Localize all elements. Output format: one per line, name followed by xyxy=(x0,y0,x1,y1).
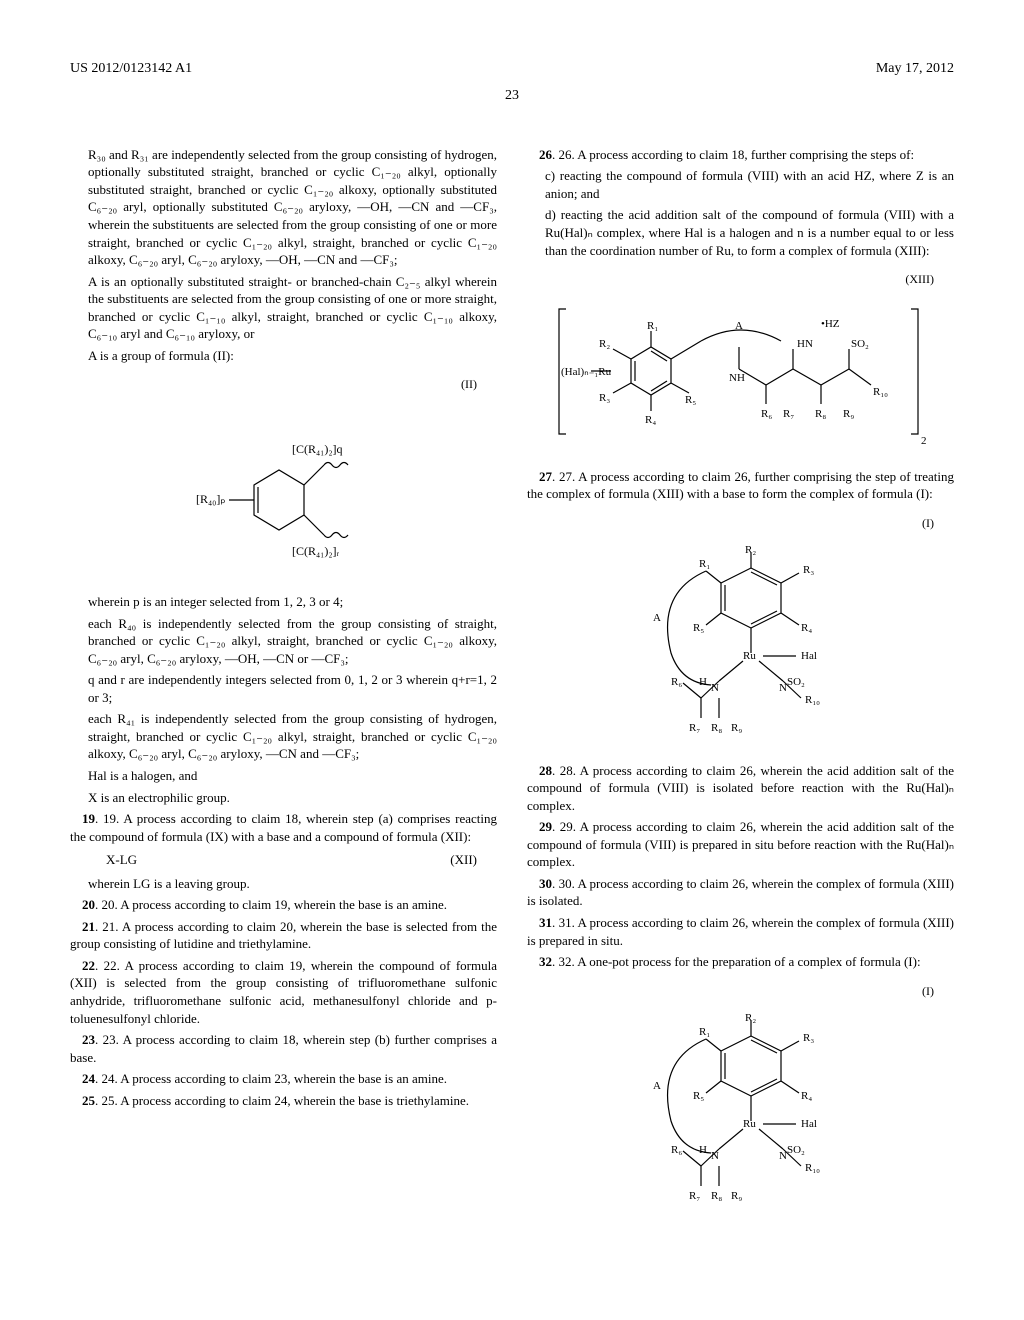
body-text: c) reacting the compound of formula (VII… xyxy=(527,167,954,202)
publication-date: May 17, 2012 xyxy=(876,60,954,79)
svg-text:R₁₀: R₁₀ xyxy=(805,1162,820,1174)
claim-text: 22. 22. A process according to claim 19,… xyxy=(70,957,497,1027)
svg-text:R₅: R₅ xyxy=(693,622,704,634)
two-column-layout: R₃₀ and R₃₁ are independently selected f… xyxy=(70,146,954,1230)
svg-text:H: H xyxy=(699,1144,707,1156)
label-CR41q: [C(R₄₁)₂]q xyxy=(292,442,343,456)
chemical-structure-II: [R₄₀]ₚ [C(R₄₁)₂]q [C(R₄₁)₂]ᵣ xyxy=(70,405,497,580)
svg-text:A: A xyxy=(653,612,661,624)
claim-text: 27. 27. A process according to claim 26,… xyxy=(527,468,954,503)
chemical-structure-I-a: R₁ R₂ R₃ R₄ R₅ R₆ R₇ R₈ R₉ R₁₀ A Ru Hal … xyxy=(527,543,954,748)
svg-text:R₁: R₁ xyxy=(699,1026,710,1038)
body-text: Hal is a halogen, and xyxy=(70,767,497,785)
equation-XII: X-LG (XII) xyxy=(70,851,497,869)
svg-text:R₈: R₈ xyxy=(711,722,722,734)
svg-text:R₃: R₃ xyxy=(803,564,814,576)
claim-text: 24. 24. A process according to claim 23,… xyxy=(70,1070,497,1088)
claim-text: 19. 19. A process according to claim 18,… xyxy=(70,810,497,845)
svg-text:N: N xyxy=(779,682,787,694)
svg-text:Hal: Hal xyxy=(801,650,817,662)
label-R40: [R₄₀]ₚ xyxy=(196,492,226,506)
svg-text:Hal: Hal xyxy=(801,1118,817,1130)
svg-text:R₁₀: R₁₀ xyxy=(805,694,820,706)
claim-text: 31. 31. A process according to claim 26,… xyxy=(527,914,954,949)
svg-text:Ru: Ru xyxy=(743,650,756,662)
svg-text:N: N xyxy=(779,1150,787,1162)
svg-text:H: H xyxy=(699,676,707,688)
body-text: wherein LG is a leaving group. xyxy=(70,875,497,893)
claim-text: 32. 32. A one-pot process for the prepar… xyxy=(527,953,954,971)
body-text: each R₄₀ is independently selected from … xyxy=(70,615,497,668)
svg-text:R₇: R₇ xyxy=(689,722,700,734)
formula-label: (I) xyxy=(527,983,954,999)
publication-number: US 2012/0123142 A1 xyxy=(70,60,192,79)
claim-text: 25. 25. A process according to claim 24,… xyxy=(70,1092,497,1110)
svg-text:R₁: R₁ xyxy=(699,558,710,570)
svg-text:R₇: R₇ xyxy=(689,1190,700,1202)
svg-text:N: N xyxy=(711,1150,719,1162)
svg-text:(Hal)ₙ₋₁Ru: (Hal)ₙ₋₁Ru xyxy=(561,366,612,378)
svg-text:R₃: R₃ xyxy=(803,1032,814,1044)
svg-text:R₂: R₂ xyxy=(599,338,610,350)
svg-text:HN: HN xyxy=(797,338,813,350)
svg-text:A: A xyxy=(735,320,743,332)
svg-text:R₄: R₄ xyxy=(645,414,656,426)
body-text: each R₄₁ is independently selected from … xyxy=(70,710,497,763)
svg-text:R₆: R₆ xyxy=(761,408,772,420)
claim-text: 26. 26. A process according to claim 18,… xyxy=(527,146,954,164)
svg-text:R₉: R₉ xyxy=(843,408,854,420)
left-column: R₃₀ and R₃₁ are independently selected f… xyxy=(70,146,497,1230)
svg-text:R₉: R₉ xyxy=(731,722,742,734)
formula-label: (XIII) xyxy=(527,271,954,287)
svg-text:•HZ: •HZ xyxy=(821,318,840,330)
svg-text:R₆: R₆ xyxy=(671,1144,682,1156)
svg-text:SO₂: SO₂ xyxy=(787,676,805,688)
claim-text: 29. 29. A process according to claim 26,… xyxy=(527,818,954,871)
svg-text:R₁₀: R₁₀ xyxy=(873,386,888,398)
formula-label: (II) xyxy=(70,376,497,392)
claim-text: 23. 23. A process according to claim 18,… xyxy=(70,1031,497,1066)
svg-text:R₉: R₉ xyxy=(731,1190,742,1202)
svg-text:R₁: R₁ xyxy=(647,320,658,332)
svg-text:SO₂: SO₂ xyxy=(787,1144,805,1156)
svg-text:N: N xyxy=(711,682,719,694)
claim-text: 21. 21. A process according to claim 20,… xyxy=(70,918,497,953)
body-text: wherein p is an integer selected from 1,… xyxy=(70,593,497,611)
formula-label: (I) xyxy=(527,515,954,531)
svg-text:NH: NH xyxy=(729,372,745,384)
svg-text:R₇: R₇ xyxy=(783,408,794,420)
svg-text:R₂: R₂ xyxy=(745,544,756,556)
body-text: d) reacting the acid addition salt of th… xyxy=(527,206,954,259)
body-text: X is an electrophilic group. xyxy=(70,789,497,807)
label-CR41r: [C(R₄₁)₂]ᵣ xyxy=(292,544,340,558)
body-text: R₃₀ and R₃₁ are independently selected f… xyxy=(70,146,497,269)
claim-text: 20. 20. A process according to claim 19,… xyxy=(70,896,497,914)
svg-text:R₂: R₂ xyxy=(745,1012,756,1024)
body-text: A is a group of formula (II): xyxy=(70,347,497,365)
body-text: A is an optionally substituted straight-… xyxy=(70,273,497,343)
svg-text:R₄: R₄ xyxy=(801,1090,812,1102)
chemical-structure-XIII: R₁ R₂ R₃ R₄ R₅ R₆ R₇ R₈ R₉ R₁₀ A NH HN S… xyxy=(527,299,954,454)
svg-text:R₆: R₆ xyxy=(671,676,682,688)
svg-text:2: 2 xyxy=(921,435,927,447)
svg-text:SO₂: SO₂ xyxy=(851,338,869,350)
right-column: 26. 26. A process according to claim 18,… xyxy=(527,146,954,1230)
svg-text:A: A xyxy=(653,1080,661,1092)
body-text: q and r are independently integers selec… xyxy=(70,671,497,706)
svg-text:R₄: R₄ xyxy=(801,622,812,634)
claim-text: 28. 28. A process according to claim 26,… xyxy=(527,762,954,815)
page-header: US 2012/0123142 A1 May 17, 2012 xyxy=(70,60,954,79)
chemical-structure-I-b: R₁ R₂ R₃ R₄ R₅ R₆ R₇ R₈ R₉ R₁₀ A Ru Hal … xyxy=(527,1011,954,1216)
svg-text:Ru: Ru xyxy=(743,1118,756,1130)
svg-text:R₈: R₈ xyxy=(711,1190,722,1202)
svg-text:R₈: R₈ xyxy=(815,408,826,420)
svg-text:R₅: R₅ xyxy=(693,1090,704,1102)
svg-text:R₅: R₅ xyxy=(685,394,696,406)
claim-text: 30. 30. A process according to claim 26,… xyxy=(527,875,954,910)
svg-text:R₃: R₃ xyxy=(599,392,610,404)
page-number: 23 xyxy=(70,87,954,106)
